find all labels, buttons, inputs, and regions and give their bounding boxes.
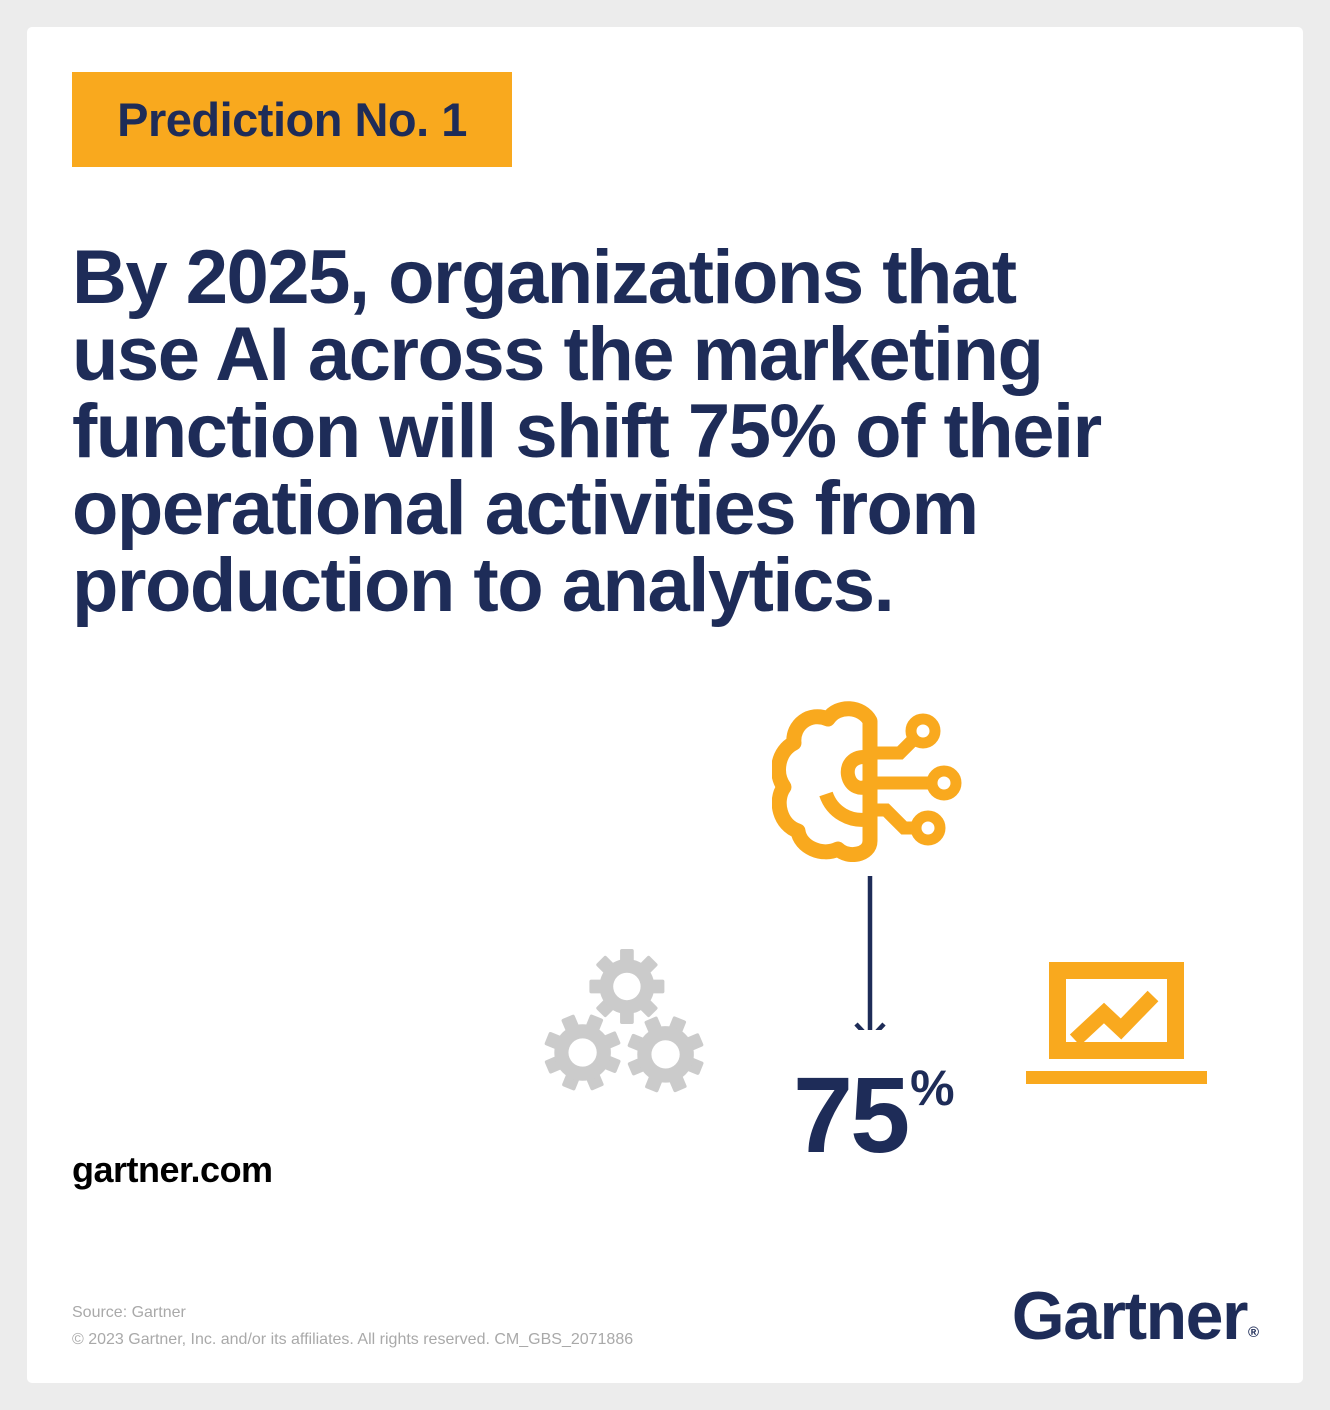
registered-trademark-icon: ® <box>1247 1324 1259 1341</box>
source-line: Source: Gartner <box>72 1304 186 1321</box>
laptop-chart-icon <box>1026 962 1207 1084</box>
headline-line: operational activities from <box>72 466 979 551</box>
down-arrow-icon <box>854 876 886 1030</box>
gears-icon <box>538 948 713 1105</box>
gartner-url: gartner.com <box>72 1149 273 1190</box>
stat-value: 75 <box>793 1054 910 1175</box>
gartner-logo-text: Gartner <box>1011 1278 1249 1354</box>
infographic-card: Prediction No. 1 By 2025, organizations … <box>27 27 1303 1383</box>
headline-line: By 2025, organizations that <box>72 235 1017 320</box>
stat-75-percent: 75% <box>793 1060 955 1169</box>
prediction-badge-label: Prediction No. 1 <box>117 93 467 146</box>
headline-line: use AI across the marketing <box>72 312 1044 397</box>
copyright-line: © 2023 Gartner, Inc. and/or its affiliat… <box>72 1331 634 1348</box>
stat-unit: % <box>910 1060 955 1116</box>
headline-line: function will shift 75% of their <box>72 389 1102 474</box>
prediction-badge: Prediction No. 1 <box>72 72 512 167</box>
headline: By 2025, organizations that use AI acros… <box>72 239 1202 624</box>
gartner-logo: Gartner® <box>1011 1277 1259 1355</box>
headline-line: production to analytics. <box>72 543 895 628</box>
source-note: Source: Gartner © 2023 Gartner, Inc. and… <box>72 1299 633 1353</box>
brain-circuit-icon <box>772 701 962 862</box>
